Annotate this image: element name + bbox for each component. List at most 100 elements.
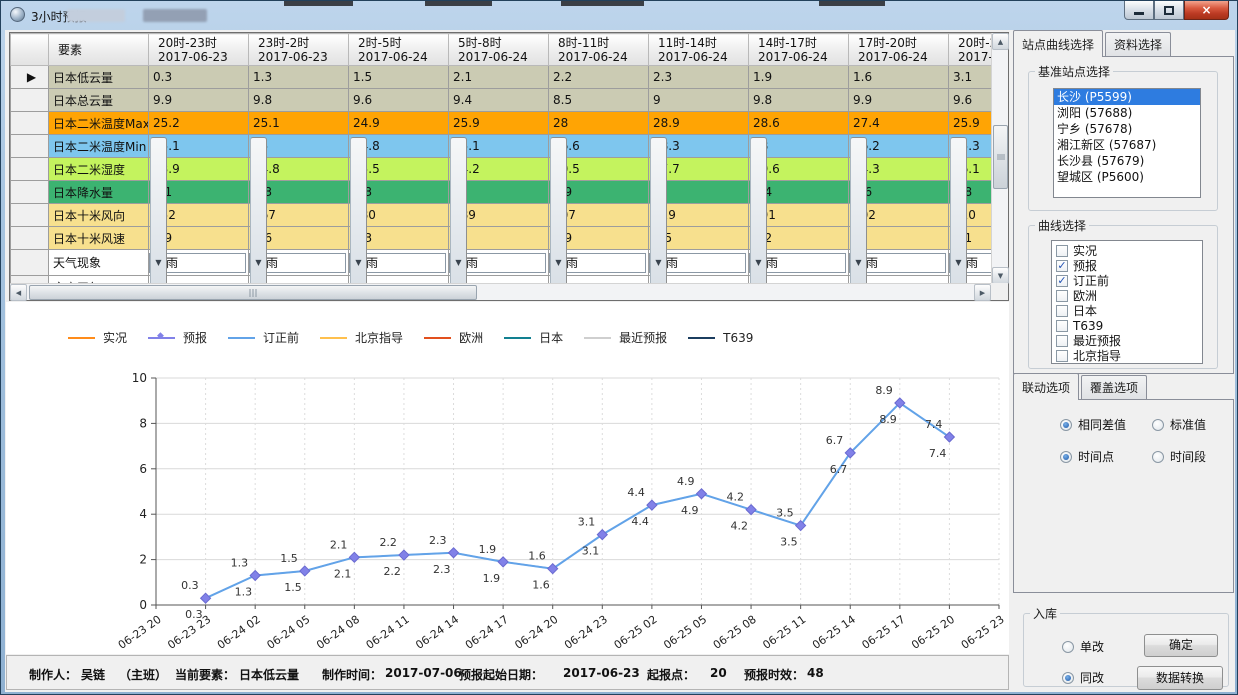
curve-option[interactable]: 欧洲 [1052, 288, 1202, 303]
row-label[interactable]: 日本总云量 [48, 88, 149, 112]
value-cell[interactable]: 2.2 [548, 65, 649, 89]
weather-dropdown[interactable]: 中雨▼ [749, 137, 846, 284]
radio-option[interactable]: 同改 [1062, 669, 1104, 686]
row-selector[interactable]: ▶ [10, 65, 49, 89]
row-label[interactable]: 日本十米风向 [48, 203, 149, 227]
row-label[interactable]: 日本二米温度Min [48, 134, 149, 158]
value-cell[interactable]: 1.6 [848, 65, 949, 89]
radio-option[interactable]: 时间段 [1152, 448, 1206, 465]
horizontal-scrollbar-thumb[interactable] [29, 285, 477, 300]
vertical-scrollbar[interactable]: ▲ ▼ [991, 33, 1009, 284]
value-cell[interactable]: 24.9 [348, 111, 449, 135]
value-cell[interactable]: 1.3 [248, 65, 349, 89]
value-cell[interactable]: 9.8 [748, 88, 849, 112]
weather-dropdown[interactable]: 中雨▼ [549, 137, 646, 284]
curve-option[interactable]: 实况 [1052, 243, 1202, 258]
value-cell[interactable]: 9.6 [948, 88, 991, 112]
curve-checkbox-list[interactable]: 实况 ✓ 预报 ✓ 订正前 欧洲 日本 T639 最近预报 北京指导 [1051, 240, 1203, 364]
curve-option[interactable]: 日本 [1052, 303, 1202, 318]
checkbox-icon[interactable] [1056, 349, 1068, 362]
row-selector[interactable] [10, 180, 49, 204]
value-cell[interactable]: 8.5 [548, 88, 649, 112]
tab-option-active[interactable]: 联动选项 [1013, 373, 1080, 400]
checkbox-icon[interactable] [1056, 289, 1068, 302]
row-label[interactable]: 日本降水量 [48, 180, 149, 204]
value-cell[interactable]: 9.9 [148, 88, 249, 112]
row-label[interactable]: 日本二米湿度 [48, 157, 149, 181]
radio-icon[interactable] [1062, 640, 1074, 653]
dropdown-arrow-icon[interactable]: ▼ [850, 137, 867, 284]
confirm-button[interactable]: 确定 [1144, 634, 1218, 657]
radio-icon[interactable] [1152, 450, 1164, 463]
station-list-item[interactable]: 长沙 (P5599) [1054, 89, 1200, 105]
station-list-item[interactable]: 长沙县 (57679) [1057, 154, 1145, 168]
value-cell[interactable]: 9.8 [248, 88, 349, 112]
value-cell[interactable]: 3.1 [948, 65, 991, 89]
weather-dropdown[interactable]: 小雨▼ [249, 137, 346, 284]
value-cell[interactable]: 28.6 [748, 111, 849, 135]
value-cell[interactable]: 28 [548, 111, 649, 135]
close-button[interactable]: × [1184, 1, 1229, 20]
curve-option[interactable]: T639 [1052, 318, 1202, 333]
checkbox-icon[interactable] [1056, 334, 1068, 347]
horizontal-scrollbar[interactable]: ◀ ▶ [10, 283, 991, 301]
checkbox-icon[interactable] [1056, 319, 1068, 332]
dropdown-arrow-icon[interactable]: ▼ [150, 137, 167, 284]
station-list-item[interactable]: 湘江新区 (57687) [1057, 138, 1157, 152]
radio-option[interactable]: 时间点 [1060, 448, 1114, 465]
row-label[interactable]: 日本二米温度Max [48, 111, 149, 135]
weather-dropdown[interactable]: 中雨▼ [949, 137, 991, 284]
curve-option[interactable]: 北京指导 [1052, 348, 1202, 363]
scroll-right-icon[interactable]: ▶ [974, 284, 991, 301]
dropdown-arrow-icon[interactable]: ▼ [350, 137, 367, 284]
checkbox-icon[interactable]: ✓ [1056, 273, 1068, 287]
value-cell[interactable]: 9 [648, 88, 749, 112]
dropdown-arrow-icon[interactable]: ▼ [450, 137, 467, 284]
value-cell[interactable]: 25.1 [248, 111, 349, 135]
weather-dropdown[interactable]: 小雨▼ [449, 137, 546, 284]
station-list-item[interactable]: 浏阳 (57688) [1057, 106, 1133, 120]
radio-option[interactable]: 标准值 [1152, 416, 1206, 433]
row-selector[interactable] [10, 134, 49, 158]
row-selector[interactable] [10, 249, 49, 276]
weather-dropdown[interactable]: 中雨▼ [849, 137, 946, 284]
minimize-button[interactable] [1124, 1, 1154, 20]
station-list-item[interactable]: 望城区 (P5600) [1057, 170, 1144, 184]
value-cell[interactable]: 1.9 [748, 65, 849, 89]
row-label[interactable]: 日本十米风速 [48, 226, 149, 250]
value-cell[interactable]: 2.1 [448, 65, 549, 89]
tab-station-active[interactable]: 站点曲线选择 [1013, 30, 1104, 57]
radio-icon[interactable] [1152, 418, 1164, 431]
radio-option[interactable]: 单改 [1062, 638, 1104, 655]
curve-option[interactable]: ✓ 订正前 [1052, 273, 1202, 288]
row-label[interactable]: 天气现象 [48, 249, 149, 276]
value-cell[interactable]: 1.5 [348, 65, 449, 89]
radio-option[interactable]: 相同差值 [1060, 416, 1126, 433]
weather-dropdown[interactable]: 小雨▼ [149, 137, 246, 284]
dropdown-arrow-icon[interactable]: ▼ [950, 137, 967, 284]
dropdown-arrow-icon[interactable]: ▼ [650, 137, 667, 284]
scroll-left-icon[interactable]: ◀ [10, 284, 27, 301]
vertical-scrollbar-thumb[interactable] [993, 125, 1008, 189]
tab-option-inactive[interactable]: 覆盖选项 [1081, 375, 1148, 400]
value-cell[interactable] [948, 275, 991, 284]
value-cell[interactable]: 25.2 [148, 111, 249, 135]
row-selector[interactable] [10, 226, 49, 250]
station-list-item[interactable]: 宁乡 (57678) [1057, 122, 1133, 136]
row-selector[interactable] [10, 88, 49, 112]
dropdown-arrow-icon[interactable]: ▼ [550, 137, 567, 284]
value-cell[interactable]: 25.9 [948, 111, 991, 135]
scroll-down-icon[interactable]: ▼ [992, 267, 1009, 284]
value-cell[interactable]: 2.3 [648, 65, 749, 89]
radio-icon[interactable] [1062, 671, 1074, 684]
weather-dropdown[interactable]: 小雨▼ [349, 137, 446, 284]
value-cell[interactable]: 0.3 [148, 65, 249, 89]
radio-icon[interactable] [1060, 450, 1072, 463]
value-cell[interactable]: 9.6 [348, 88, 449, 112]
weather-dropdown[interactable]: 中雨▼ [649, 137, 746, 284]
row-selector[interactable] [10, 111, 49, 135]
row-selector[interactable] [10, 203, 49, 227]
checkbox-icon[interactable]: ✓ [1056, 258, 1068, 272]
row-selector[interactable] [10, 157, 49, 181]
